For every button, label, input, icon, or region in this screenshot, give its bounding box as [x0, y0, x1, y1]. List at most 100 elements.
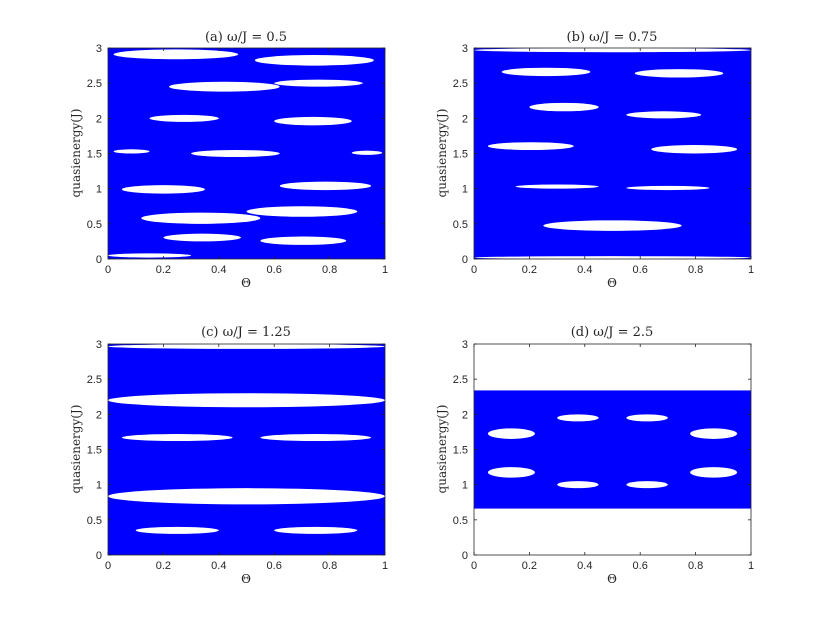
x-tick-label-a: 1 — [382, 264, 388, 276]
spectral-gap-a — [168, 81, 280, 92]
spectral-gap-c — [108, 393, 385, 408]
y-axis-label-a: quasienergy(J) — [69, 109, 83, 198]
y-axis-label-c: quasienergy(J) — [69, 405, 83, 494]
spectral-gap-b — [487, 142, 574, 150]
x-tick-label-b: 0.2 — [522, 264, 537, 276]
y-tick-label-d: 0 — [462, 550, 468, 562]
spectral-gap-a — [246, 206, 358, 217]
plot-area-a — [107, 47, 386, 260]
panel-title-b: (b) ω/J = 0.75 — [567, 30, 658, 45]
y-tick-label-c: 0.5 — [87, 515, 102, 527]
spectral-gap-a — [274, 116, 352, 126]
spectral-gap-d — [557, 414, 599, 422]
spectral-gap-d — [690, 467, 738, 478]
x-tick-label-a: 0 — [105, 264, 111, 276]
spectral-gap-c — [274, 526, 358, 534]
x-tick-label-c: 0.4 — [211, 560, 226, 572]
y-tick-label-b: 1.5 — [453, 149, 468, 161]
y-tick-label-d: 2 — [462, 409, 468, 421]
spectral-gap-b — [634, 69, 724, 78]
y-tick-label-d: 2.5 — [453, 374, 468, 386]
y-tick-label-c: 0 — [96, 550, 102, 562]
panel-title-a: (a) ω/J = 0.5 — [205, 30, 287, 45]
spectral-gap-a — [279, 181, 372, 191]
band-fill-d — [474, 390, 751, 509]
y-tick-label-c: 2 — [96, 409, 102, 421]
spectral-gap-b — [529, 102, 599, 112]
spectral-gap-d — [487, 428, 535, 439]
y-tick-label-c: 3 — [96, 339, 102, 351]
y-tick-label-a: 2.5 — [87, 78, 102, 90]
x-tick-label-c: 0.2 — [156, 560, 171, 572]
spectral-gap-a — [121, 185, 205, 194]
x-tick-label-c: 0.8 — [322, 560, 337, 572]
spectral-gap-a — [274, 79, 363, 87]
spectral-gap-b — [651, 145, 738, 154]
y-tick-label-c: 1.5 — [87, 445, 102, 457]
x-tick-label-a: 0.2 — [156, 264, 171, 276]
y-tick-label-c: 2.5 — [87, 374, 102, 386]
spectral-gap-c — [108, 344, 385, 349]
x-tick-label-b: 0.4 — [577, 264, 592, 276]
spectral-gap-b — [501, 67, 591, 77]
spectral-gap-a — [254, 55, 374, 66]
spectral-gap-a — [108, 253, 192, 258]
x-tick-label-a: 0.6 — [267, 264, 282, 276]
plot-area-c — [107, 343, 386, 556]
y-tick-label-a: 2 — [96, 113, 102, 125]
y-axis-label-d: quasienergy(J) — [435, 405, 449, 494]
plot-area-b — [473, 47, 752, 260]
spectral-gap-b — [474, 48, 751, 53]
x-tick-label-b: 0 — [471, 264, 477, 276]
x-axis-label-d: Θ — [607, 572, 617, 586]
spectral-gap-d — [487, 467, 535, 478]
x-tick-label-a: 0.4 — [211, 264, 226, 276]
plot-area-d — [473, 343, 752, 556]
y-tick-label-c: 1 — [96, 480, 102, 492]
spectral-gap-c — [108, 488, 385, 505]
panel-c: (c) ω/J = 1.25 Θ quasienergy(J) 0 0.2 0.4 0… — [69, 325, 388, 586]
y-tick-label-b: 2 — [462, 113, 468, 125]
y-tick-label-d: 0.5 — [453, 515, 468, 527]
y-tick-label-a: 3 — [96, 43, 102, 55]
spectral-gap-c — [260, 434, 372, 442]
panel-b: (b) ω/J = 0.75 Θ quasienergy(J) 0 0.2 0.4 0… — [435, 30, 754, 290]
y-tick-label-d: 3 — [462, 339, 468, 351]
panel-title-c: (c) ω/J = 1.25 — [201, 325, 291, 340]
y-tick-label-b: 3 — [462, 43, 468, 55]
spectral-gap-a — [260, 236, 347, 245]
y-axis-label-b: quasienergy(J) — [435, 109, 449, 198]
x-axis-label-c: Θ — [241, 572, 251, 586]
x-axis-label-a: Θ — [241, 276, 251, 290]
x-tick-label-d: 1 — [748, 560, 754, 572]
y-tick-label-a: 0.5 — [87, 219, 102, 231]
spectral-gap-d — [626, 481, 668, 489]
x-tick-label-d: 0.4 — [577, 560, 592, 572]
x-tick-label-c: 0 — [105, 560, 111, 572]
x-tick-label-b: 1 — [748, 264, 754, 276]
spectral-gap-a — [163, 233, 241, 242]
x-tick-label-b: 0.6 — [633, 264, 648, 276]
x-tick-label-d: 0 — [471, 560, 477, 572]
x-axis-label-b: Θ — [607, 276, 617, 290]
spectral-gap-b — [626, 185, 710, 191]
y-tick-label-a: 1 — [96, 184, 102, 196]
x-tick-label-d: 0.2 — [522, 560, 537, 572]
x-tick-label-c: 1 — [382, 560, 388, 572]
x-tick-label-d: 0.8 — [688, 560, 703, 572]
y-tick-label-a: 0 — [96, 254, 102, 266]
band-fill-c — [108, 344, 385, 555]
y-tick-label-b: 0 — [462, 254, 468, 266]
panel-title-d: (d) ω/J = 2.5 — [571, 325, 654, 340]
spectral-gap-b — [515, 184, 599, 189]
spectral-gap-d — [626, 414, 668, 422]
x-tick-label-d: 0.6 — [633, 560, 648, 572]
spectral-gap-d — [557, 481, 599, 489]
y-tick-label-b: 0.5 — [453, 219, 468, 231]
x-tick-label-c: 0.6 — [267, 560, 282, 572]
x-tick-label-b: 0.8 — [688, 264, 703, 276]
y-tick-label-a: 1.5 — [87, 149, 102, 161]
y-tick-label-b: 1 — [462, 184, 468, 196]
x-tick-label-a: 0.8 — [322, 264, 337, 276]
